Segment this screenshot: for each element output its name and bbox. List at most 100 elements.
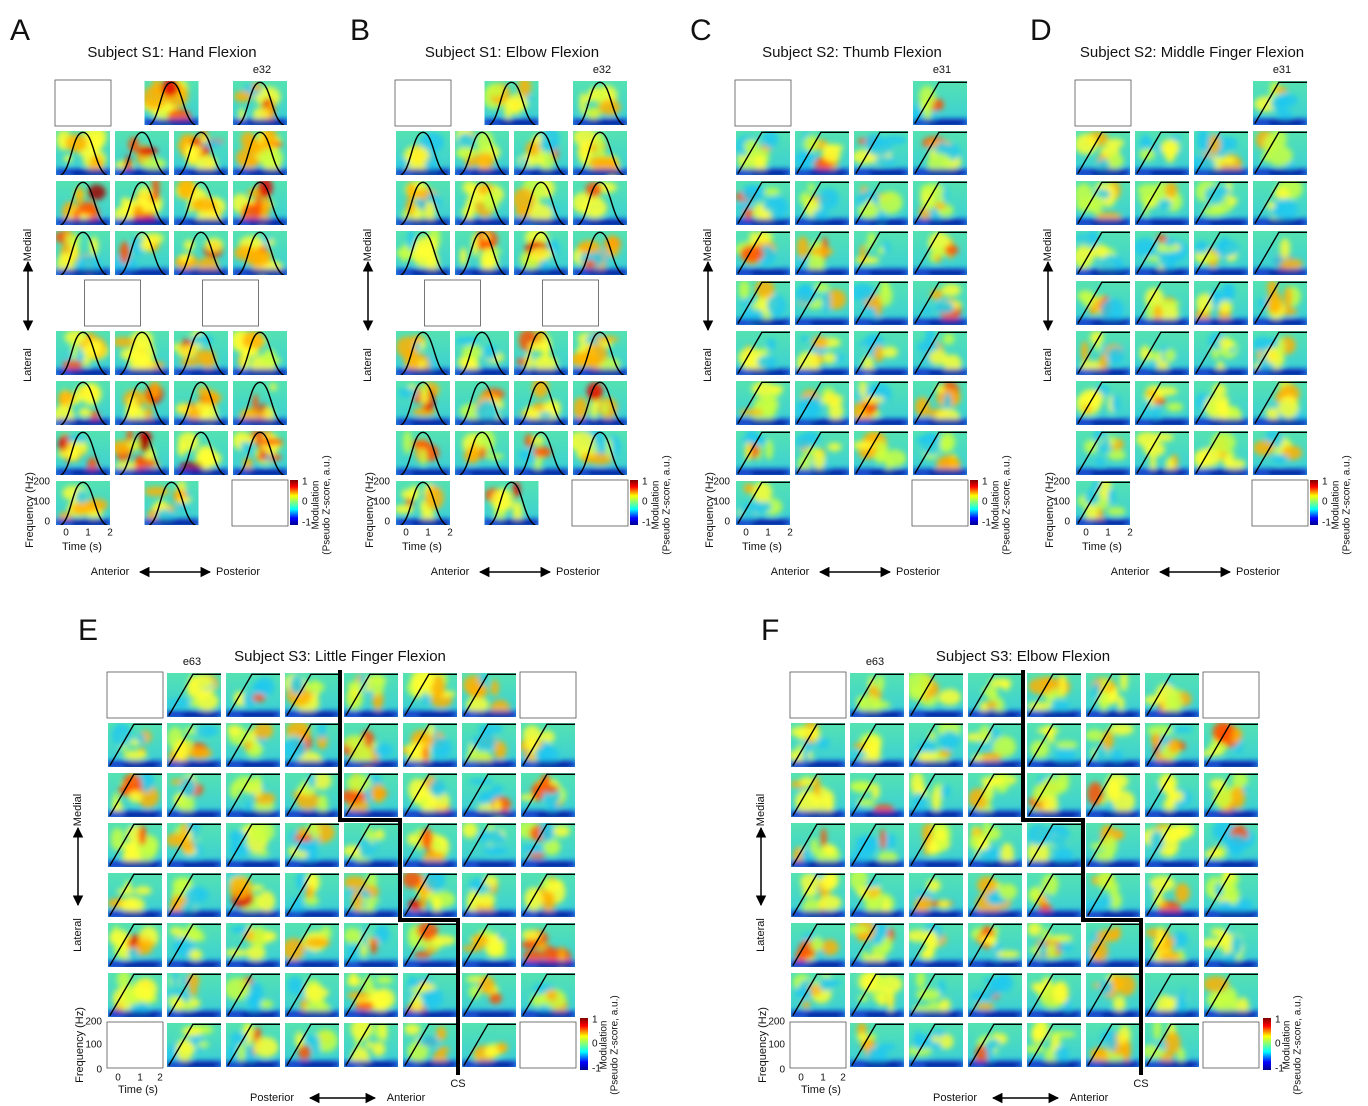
tile-blob — [869, 892, 876, 899]
spectrogram-tile — [461, 772, 517, 820]
spectrogram-tile — [1075, 429, 1131, 476]
tile-blob — [1174, 931, 1188, 947]
tile-blob — [606, 438, 613, 458]
medial-label: Medial — [755, 794, 767, 826]
tile-blob — [939, 731, 960, 749]
spectrogram-tile — [794, 430, 850, 476]
spectrogram-tile — [1085, 922, 1141, 968]
tile-blob — [1165, 349, 1176, 362]
tile-blob — [938, 900, 950, 909]
spectrogram-tile — [849, 772, 905, 818]
spectrogram-tile — [1026, 672, 1082, 718]
spectrogram-tile — [1133, 230, 1190, 276]
tile-blob — [152, 177, 159, 200]
spectrogram-tile — [224, 922, 281, 968]
spectrogram-tile — [572, 380, 628, 426]
tile-blob — [790, 727, 812, 738]
tile-blob — [935, 301, 954, 314]
spectrogram-tile — [912, 280, 968, 326]
tile-blob — [298, 1045, 311, 1060]
tile-blob — [1267, 145, 1293, 166]
tile-blob — [802, 1001, 811, 1009]
tile-blob — [133, 978, 157, 1001]
tile-blob — [931, 789, 941, 811]
colorbar — [630, 480, 638, 525]
tile-blob — [1229, 197, 1238, 206]
sulcus-label: CS — [450, 1078, 465, 1090]
spectrogram-tile — [1134, 330, 1190, 376]
colorbar — [970, 480, 978, 525]
spectrogram-tile — [794, 180, 850, 226]
spectrogram-tile — [513, 327, 569, 376]
colorbar-label: Modulation — [651, 481, 662, 530]
x-tick-label: 0 — [1083, 528, 1089, 539]
spectrogram-tile — [908, 772, 964, 818]
y-tick-label: 200 — [713, 477, 730, 488]
spectrogram-tile — [395, 380, 451, 426]
tile-blob — [305, 1035, 320, 1044]
spectrogram-tile — [1193, 330, 1249, 376]
tile-blob — [1209, 402, 1216, 413]
y-tick-label: 100 — [713, 497, 730, 508]
tile-blob — [1154, 1018, 1162, 1040]
tile-blob — [1055, 741, 1078, 749]
panel-title: Subject S2: Middle Finger Flexion — [1080, 44, 1304, 61]
spectrogram-tile — [284, 872, 340, 918]
tile-blob — [425, 486, 443, 510]
tile-blob — [770, 385, 783, 393]
tile-blob — [352, 889, 362, 911]
tile-blob — [867, 849, 873, 857]
y-tick-label: 200 — [1053, 477, 1070, 488]
tile-blob — [421, 384, 428, 394]
spectrogram-tile — [461, 672, 517, 718]
spectrogram-tile — [794, 330, 850, 376]
x-tick-label: 2 — [1127, 528, 1133, 539]
tile-blob — [767, 338, 776, 350]
tile-blob — [359, 839, 373, 859]
tile-blob — [999, 884, 1018, 900]
tile-blob — [471, 734, 496, 751]
tile-blob — [916, 971, 925, 988]
panel-title: Subject S3: Little Finger Flexion — [234, 648, 446, 665]
spectrogram-tile — [1026, 922, 1082, 968]
spectrogram-tile — [461, 872, 517, 918]
tile-blob — [983, 977, 1008, 984]
tile-blob — [1172, 726, 1193, 733]
tile-blob — [812, 336, 828, 349]
tile-blob — [349, 972, 357, 986]
tile-blob — [573, 397, 588, 419]
tile-blob — [189, 949, 202, 960]
spectrogram-tile — [853, 230, 909, 276]
tile-blob — [1053, 981, 1069, 1004]
spectrogram-tile — [1075, 280, 1131, 326]
empty-electrode — [1203, 672, 1259, 718]
spectrogram-tile — [112, 330, 170, 376]
colorbar-tick-label: 1 — [642, 477, 648, 488]
posterior-label: Posterior — [250, 1092, 294, 1104]
tile-blob — [422, 745, 428, 761]
spectrogram-tile — [1252, 330, 1308, 376]
spectrogram-tile — [1144, 772, 1200, 818]
electrode-label: e31 — [1273, 64, 1291, 76]
tile-blob — [944, 245, 958, 255]
empty-electrode — [1075, 80, 1131, 126]
tile-blob — [1212, 383, 1226, 396]
spectrogram-tile — [394, 480, 451, 526]
tile-blob — [189, 988, 198, 995]
spectrogram-tile — [343, 1018, 399, 1069]
tile-blob — [590, 400, 598, 418]
tile-blob — [808, 183, 815, 193]
tile-blob — [252, 694, 265, 702]
empty-electrode — [232, 480, 288, 526]
spectrogram-tile — [905, 671, 964, 718]
tile-blob — [468, 778, 494, 784]
tile-blob — [599, 99, 621, 115]
tile-blob — [814, 283, 829, 292]
tile-blob — [763, 188, 780, 196]
tile-blob — [512, 188, 534, 212]
tile-blob — [1052, 833, 1067, 848]
tile-blob — [83, 356, 91, 366]
tile-blob — [1203, 976, 1229, 992]
tile-blob — [1223, 395, 1229, 418]
tile-blob — [1164, 142, 1175, 163]
